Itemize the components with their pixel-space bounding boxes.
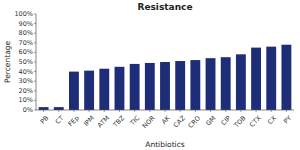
bar bbox=[190, 60, 200, 110]
x-axis: PBCTFEpIPMATMTBZTICNORAKCAZCROGMCIPTOBCT… bbox=[39, 110, 293, 130]
y-tick-label: 10% bbox=[19, 96, 33, 104]
x-tick-label: NOR bbox=[141, 114, 157, 130]
bar bbox=[221, 57, 231, 110]
bar bbox=[115, 67, 125, 110]
x-axis-label: Antibiotics bbox=[145, 140, 184, 149]
y-tick-label: 0% bbox=[23, 106, 33, 114]
x-tick-label: CT bbox=[54, 114, 66, 126]
x-tick bbox=[271, 110, 272, 112]
y-axis-line bbox=[36, 14, 37, 110]
x-tick bbox=[119, 110, 120, 112]
bar bbox=[236, 54, 246, 110]
y-tick-label: 40% bbox=[19, 68, 33, 76]
title: Resistance bbox=[137, 2, 192, 12]
x-tick bbox=[225, 110, 226, 112]
bar bbox=[84, 71, 94, 110]
x-tick-label: CTX bbox=[248, 114, 263, 129]
y-axis-label: Percentage bbox=[3, 41, 12, 84]
bar bbox=[39, 107, 49, 110]
x-tick-label: PY bbox=[282, 114, 293, 125]
y-axis: 0% 10%20% 30%40% 50% 60%70% 80%90% 100% bbox=[14, 10, 36, 114]
x-tick-label: ATM bbox=[96, 114, 111, 129]
x-tick bbox=[180, 110, 181, 112]
x-tick-label: CX bbox=[266, 114, 278, 126]
chart-svg: 0% 10%20% 30%40% 50% 60%70% 80%90% 100% PBCTFEp… bbox=[0, 0, 300, 150]
x-tick bbox=[134, 110, 135, 112]
x-tick bbox=[195, 110, 196, 112]
y-tick-label: 70% bbox=[19, 39, 33, 47]
bar bbox=[175, 61, 185, 110]
x-tick bbox=[73, 110, 74, 112]
x-tick bbox=[43, 110, 44, 112]
chart-container: 0% 10%20% 30%40% 50% 60%70% 80%90% 100% PBCTFEp… bbox=[0, 0, 300, 150]
bar bbox=[145, 63, 155, 110]
x-tick bbox=[286, 110, 287, 112]
x-tick bbox=[256, 110, 257, 112]
x-tick-label: TOB bbox=[232, 114, 248, 130]
bar bbox=[130, 64, 140, 110]
bar bbox=[160, 62, 170, 110]
x-tick bbox=[104, 110, 105, 112]
x-tick-label: AK bbox=[160, 114, 172, 126]
bar bbox=[54, 107, 64, 110]
y-tick-label: 50% bbox=[19, 58, 33, 66]
y-tick-label: 100% bbox=[14, 10, 33, 18]
y-tick-label: 90% bbox=[19, 20, 33, 28]
y-tick-label: 30% bbox=[19, 77, 33, 85]
x-tick-label: FEp bbox=[67, 114, 81, 128]
x-tick bbox=[165, 110, 166, 112]
x-tick-label: TIC bbox=[128, 114, 142, 128]
x-tick-label: TBZ bbox=[111, 114, 127, 130]
bars bbox=[39, 45, 292, 110]
bar bbox=[251, 48, 261, 110]
x-tick bbox=[240, 110, 241, 112]
y-tick-label: 20% bbox=[19, 87, 33, 95]
bar bbox=[69, 72, 79, 110]
bar bbox=[266, 47, 276, 110]
x-tick-label: GM bbox=[204, 114, 217, 127]
x-tick bbox=[89, 110, 90, 112]
bar bbox=[206, 58, 216, 110]
y-tick-label: 60% bbox=[19, 48, 33, 56]
x-tick-label: CAZ bbox=[172, 114, 188, 130]
bar bbox=[281, 45, 291, 110]
x-tick-label: IPM bbox=[82, 114, 96, 128]
x-tick-label: CRO bbox=[186, 114, 202, 130]
x-tick bbox=[210, 110, 211, 112]
x-tick-label: PB bbox=[39, 114, 51, 126]
x-tick bbox=[149, 110, 150, 112]
x-tick bbox=[58, 110, 59, 112]
bar bbox=[99, 69, 109, 110]
y-tick-label: 80% bbox=[19, 29, 33, 37]
x-tick-label: CIP bbox=[220, 114, 233, 127]
